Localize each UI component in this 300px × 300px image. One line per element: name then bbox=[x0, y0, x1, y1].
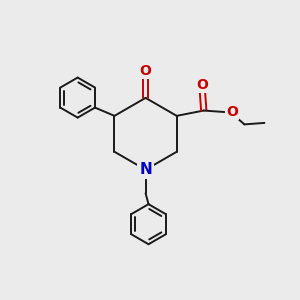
Text: O: O bbox=[226, 105, 238, 119]
Text: O: O bbox=[196, 78, 208, 92]
Text: O: O bbox=[140, 64, 152, 78]
Text: N: N bbox=[139, 162, 152, 177]
